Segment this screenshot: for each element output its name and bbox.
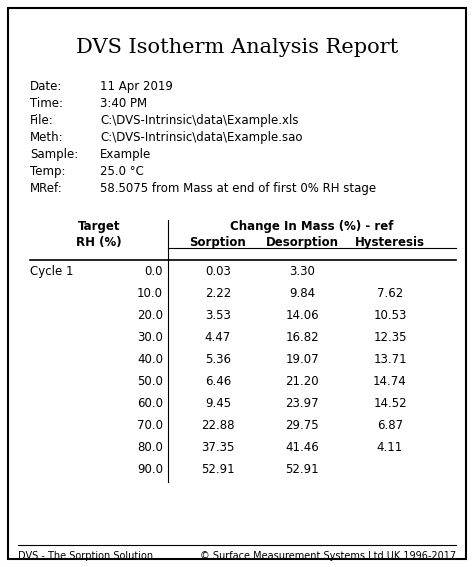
Text: 22.88: 22.88 xyxy=(201,420,235,432)
Text: C:\DVS-Intrinsic\data\Example.xls: C:\DVS-Intrinsic\data\Example.xls xyxy=(100,114,299,127)
Text: DVS Isotherm Analysis Report: DVS Isotherm Analysis Report xyxy=(76,38,398,57)
Text: Date:: Date: xyxy=(30,80,63,93)
Text: 7.62: 7.62 xyxy=(377,287,403,301)
Text: Cycle 1: Cycle 1 xyxy=(30,265,73,278)
Text: Temp:: Temp: xyxy=(30,165,65,178)
Text: RH (%): RH (%) xyxy=(76,236,122,249)
Text: 2.22: 2.22 xyxy=(205,287,231,301)
Text: 29.75: 29.75 xyxy=(285,420,319,432)
Text: 52.91: 52.91 xyxy=(285,463,319,476)
Text: 14.52: 14.52 xyxy=(373,397,407,411)
Text: 21.20: 21.20 xyxy=(285,375,319,388)
Text: 30.0: 30.0 xyxy=(137,331,163,344)
Text: 20.0: 20.0 xyxy=(137,310,163,322)
Text: Time:: Time: xyxy=(30,97,63,110)
Text: Example: Example xyxy=(100,148,151,161)
Text: Sample:: Sample: xyxy=(30,148,78,161)
Text: 50.0: 50.0 xyxy=(137,375,163,388)
Text: 60.0: 60.0 xyxy=(137,397,163,411)
Text: 25.0 °C: 25.0 °C xyxy=(100,165,144,178)
Text: 52.91: 52.91 xyxy=(201,463,235,476)
Text: 9.84: 9.84 xyxy=(289,287,315,301)
Text: 3:40 PM: 3:40 PM xyxy=(100,97,147,110)
Text: 90.0: 90.0 xyxy=(137,463,163,476)
Text: 3.53: 3.53 xyxy=(205,310,231,322)
Text: 9.45: 9.45 xyxy=(205,397,231,411)
Text: Desorption: Desorption xyxy=(265,236,338,249)
Text: 4.47: 4.47 xyxy=(205,331,231,344)
Text: © Surface Measurement Systems Ltd UK 1996-2017: © Surface Measurement Systems Ltd UK 199… xyxy=(200,551,456,561)
Text: 58.5075 from Mass at end of first 0% RH stage: 58.5075 from Mass at end of first 0% RH … xyxy=(100,182,376,195)
Text: 41.46: 41.46 xyxy=(285,441,319,454)
Text: Meth:: Meth: xyxy=(30,131,64,144)
Text: 40.0: 40.0 xyxy=(137,353,163,366)
Text: 6.46: 6.46 xyxy=(205,375,231,388)
Text: 23.97: 23.97 xyxy=(285,397,319,411)
Text: 3.30: 3.30 xyxy=(289,265,315,278)
Text: 12.35: 12.35 xyxy=(373,331,407,344)
Text: 0.03: 0.03 xyxy=(205,265,231,278)
Text: File:: File: xyxy=(30,114,54,127)
Text: 0.0: 0.0 xyxy=(145,265,163,278)
Text: 37.35: 37.35 xyxy=(201,441,235,454)
Text: Sorption: Sorption xyxy=(190,236,246,249)
Text: MRef:: MRef: xyxy=(30,182,63,195)
Text: 13.71: 13.71 xyxy=(373,353,407,366)
Text: DVS - The Sorption Solution: DVS - The Sorption Solution xyxy=(18,551,153,561)
Text: 16.82: 16.82 xyxy=(285,331,319,344)
Text: Hysteresis: Hysteresis xyxy=(355,236,425,249)
Text: 19.07: 19.07 xyxy=(285,353,319,366)
Text: 14.74: 14.74 xyxy=(373,375,407,388)
Text: 14.06: 14.06 xyxy=(285,310,319,322)
Text: 4.11: 4.11 xyxy=(377,441,403,454)
Text: 10.0: 10.0 xyxy=(137,287,163,301)
Text: C:\DVS-Intrinsic\data\Example.sao: C:\DVS-Intrinsic\data\Example.sao xyxy=(100,131,302,144)
Text: 80.0: 80.0 xyxy=(137,441,163,454)
Text: 11 Apr 2019: 11 Apr 2019 xyxy=(100,80,173,93)
Text: 70.0: 70.0 xyxy=(137,420,163,432)
Text: 10.53: 10.53 xyxy=(374,310,407,322)
Text: 5.36: 5.36 xyxy=(205,353,231,366)
Text: Change In Mass (%) - ref: Change In Mass (%) - ref xyxy=(230,220,394,233)
Text: Target: Target xyxy=(78,220,120,233)
Text: 6.87: 6.87 xyxy=(377,420,403,432)
